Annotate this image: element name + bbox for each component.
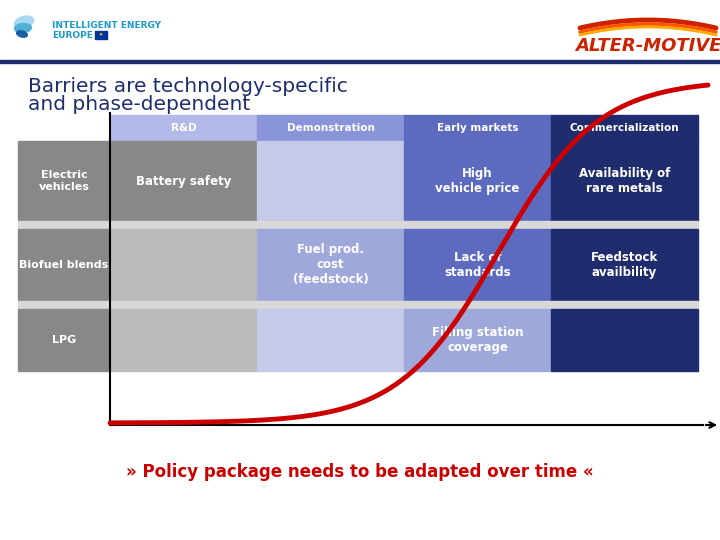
Text: Availability of
rare metals: Availability of rare metals (579, 167, 670, 195)
Ellipse shape (14, 16, 34, 28)
Text: Barriers are technology-specific: Barriers are technology-specific (28, 77, 348, 96)
Text: High
vehicle price: High vehicle price (436, 167, 520, 195)
Text: Lack of
standards: Lack of standards (444, 251, 510, 279)
Text: Unknown
user
behaviour: Unknown user behaviour (297, 159, 364, 202)
Text: R&D: R&D (171, 123, 197, 133)
Text: Electric
vehicles: Electric vehicles (39, 170, 89, 192)
Bar (110, 115, 257, 141)
Bar (110, 229, 257, 301)
Text: ✦: ✦ (99, 32, 103, 37)
Text: and phase-dependent: and phase-dependent (28, 95, 251, 114)
Bar (257, 229, 404, 301)
Bar (404, 309, 551, 371)
Bar (257, 141, 404, 221)
Bar (404, 229, 551, 301)
Text: Biofuel blends: Biofuel blends (19, 260, 109, 270)
Bar (404, 141, 551, 221)
Text: ALTER-MOTIVE: ALTER-MOTIVE (575, 37, 720, 55)
Bar (18, 141, 110, 221)
Bar (18, 221, 698, 229)
Bar (110, 309, 257, 371)
Text: LPG: LPG (52, 335, 76, 345)
Ellipse shape (17, 31, 27, 37)
Bar (257, 115, 404, 141)
Bar (551, 115, 698, 141)
Text: Fuel prod.
cost
(feedstock): Fuel prod. cost (feedstock) (292, 244, 369, 287)
Bar (18, 301, 698, 309)
Bar (257, 309, 404, 371)
Text: EUROPE: EUROPE (52, 30, 93, 39)
Bar (18, 229, 110, 301)
Text: Feedstock
availbility: Feedstock availbility (591, 251, 658, 279)
Text: Battery safety: Battery safety (136, 174, 231, 187)
Text: » Policy package needs to be adapted over time «: » Policy package needs to be adapted ove… (126, 463, 594, 481)
Text: Filling station
coverage: Filling station coverage (432, 326, 523, 354)
Text: INTELLIGENT ENERGY: INTELLIGENT ENERGY (52, 22, 161, 30)
Bar (0, 60, 720, 63)
Text: Early markets: Early markets (437, 123, 518, 133)
Bar (404, 115, 551, 141)
Bar (0, 0, 720, 60)
Bar (551, 229, 698, 301)
Bar (551, 141, 698, 221)
Bar (110, 141, 257, 221)
Text: Commercialization: Commercialization (570, 123, 679, 133)
Bar (95, 31, 107, 39)
Bar (551, 309, 698, 371)
Ellipse shape (14, 23, 32, 32)
Bar (18, 309, 110, 371)
Text: Demonstration: Demonstration (287, 123, 374, 133)
